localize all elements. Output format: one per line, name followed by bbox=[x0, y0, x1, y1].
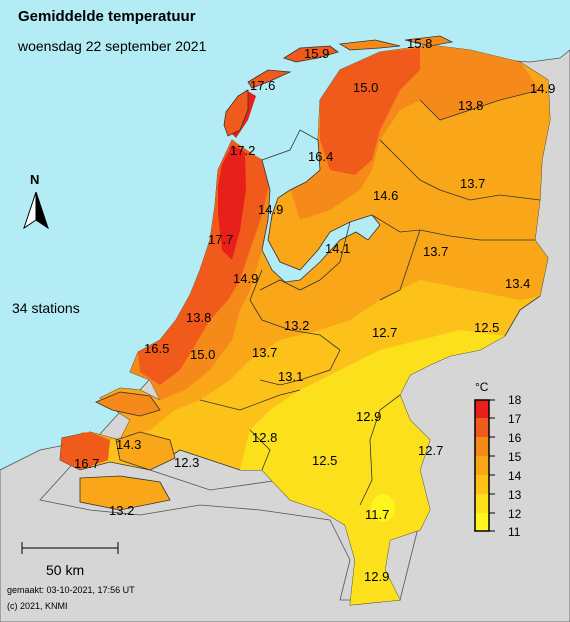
station-value: 12.3 bbox=[174, 455, 199, 470]
station-value: 12.9 bbox=[364, 569, 389, 584]
station-value: 12.7 bbox=[418, 443, 443, 458]
stations-count: 34 stations bbox=[12, 300, 80, 316]
legend-tick: 18 bbox=[508, 393, 522, 407]
station-value: 12.5 bbox=[312, 453, 337, 468]
isotherm-bands bbox=[60, 45, 550, 605]
station-value: 15.0 bbox=[190, 347, 215, 362]
station-value: 14.1 bbox=[325, 241, 350, 256]
station-value: 14.9 bbox=[258, 202, 283, 217]
map-subtitle: woensdag 22 september 2021 bbox=[18, 38, 207, 54]
legend: °C 18 17 16 15 14 13 12 11 bbox=[474, 380, 522, 539]
made-timestamp: gemaakt: 03-10-2021, 17:56 UT bbox=[7, 585, 135, 595]
station-value: 13.7 bbox=[252, 345, 277, 360]
legend-tick: 12 bbox=[508, 507, 522, 521]
legend-tick: 16 bbox=[508, 431, 522, 445]
scale-label: 50 km bbox=[46, 562, 85, 578]
province-borders bbox=[199, 89, 541, 506]
ijsselmeer bbox=[261, 129, 381, 283]
station-value: 13.7 bbox=[460, 176, 485, 191]
station-value: 12.8 bbox=[252, 430, 277, 445]
station-value: 17.7 bbox=[208, 232, 233, 247]
station-value: 16.7 bbox=[74, 456, 99, 471]
station-values: 15.9 15.8 17.6 15.0 14.9 13.8 17.2 16.4 … bbox=[74, 36, 555, 584]
station-value: 15.9 bbox=[304, 46, 329, 61]
station-value: 17.6 bbox=[250, 78, 275, 93]
station-value: 14.3 bbox=[116, 437, 141, 452]
station-value: 14.6 bbox=[373, 188, 398, 203]
north-label: N bbox=[30, 172, 40, 187]
station-value: 15.8 bbox=[407, 36, 432, 51]
wadden-islands bbox=[223, 35, 454, 137]
station-value: 13.2 bbox=[284, 318, 309, 333]
station-value: 13.1 bbox=[278, 369, 303, 384]
legend-tick: 15 bbox=[508, 450, 522, 464]
scale-bar bbox=[21, 542, 119, 554]
station-value: 16.5 bbox=[144, 341, 169, 356]
station-value: 12.5 bbox=[474, 320, 499, 335]
station-value: 16.4 bbox=[308, 149, 333, 164]
station-value: 14.9 bbox=[233, 271, 258, 286]
copyright: (c) 2021, KNMI bbox=[7, 601, 68, 611]
map-title: Gemiddelde temperatuur bbox=[18, 8, 196, 25]
station-value: 13.2 bbox=[109, 503, 134, 518]
legend-tick: 14 bbox=[508, 469, 522, 483]
legend-tick: 11 bbox=[508, 525, 521, 539]
station-value: 13.8 bbox=[458, 98, 483, 113]
station-value: 15.0 bbox=[353, 80, 378, 95]
station-value: 13.7 bbox=[423, 244, 448, 259]
north-arrow-icon bbox=[23, 191, 49, 230]
station-value: 12.7 bbox=[372, 325, 397, 340]
zeeland-islands bbox=[79, 391, 176, 511]
station-value: 11.7 bbox=[365, 507, 389, 522]
station-value: 13.8 bbox=[186, 310, 211, 325]
station-value: 17.2 bbox=[230, 143, 255, 158]
station-value: 14.9 bbox=[530, 81, 555, 96]
station-value: 12.9 bbox=[356, 409, 381, 424]
legend-tick: 13 bbox=[508, 488, 522, 502]
legend-unit: °C bbox=[475, 380, 489, 394]
station-value: 13.4 bbox=[505, 276, 530, 291]
legend-tick: 17 bbox=[508, 412, 522, 426]
